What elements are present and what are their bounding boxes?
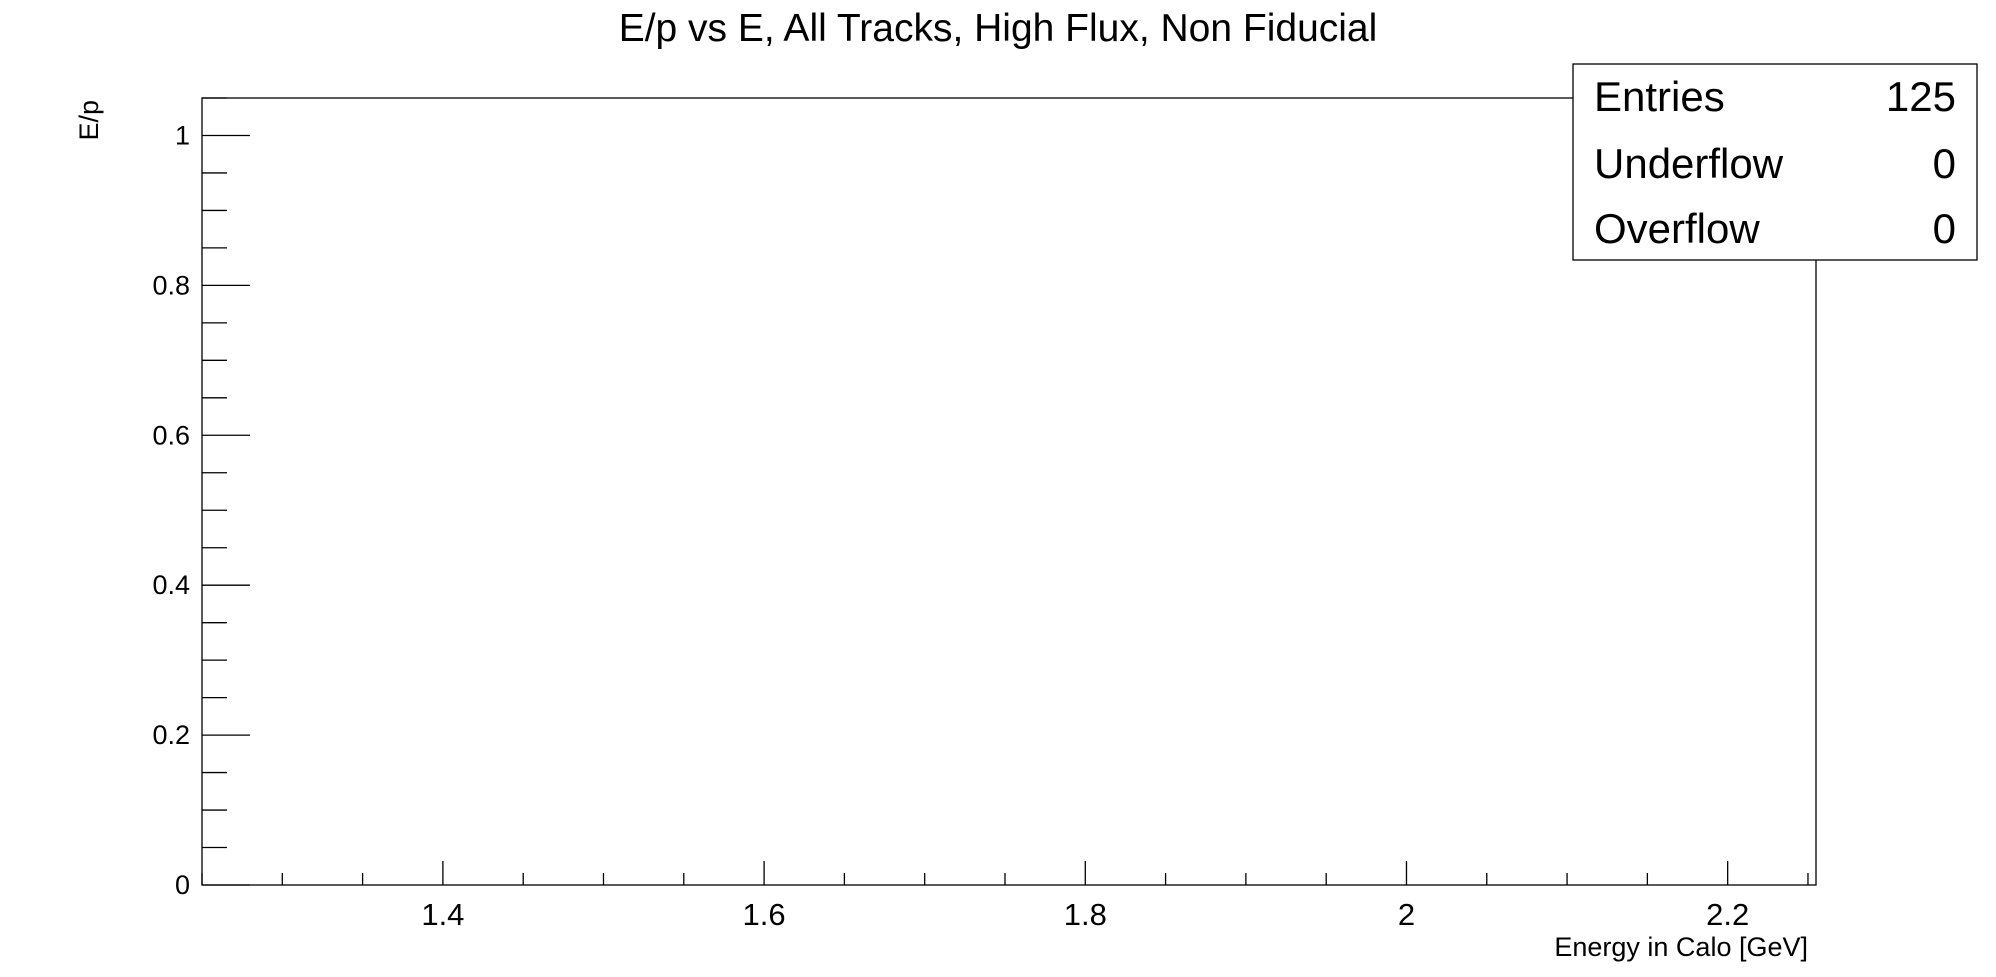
y-tick-label: 1 bbox=[175, 120, 190, 150]
chart-title: E/p vs E, All Tracks, High Flux, Non Fid… bbox=[619, 7, 1378, 50]
y-axis-label: E/p bbox=[74, 100, 104, 141]
x-tick-label: 1.8 bbox=[1064, 897, 1107, 932]
y-tick-label: 0.2 bbox=[152, 720, 190, 750]
stats-underflow-label: Underflow bbox=[1594, 140, 1784, 187]
plot-frame bbox=[201, 97, 1817, 886]
x-axis-label: Energy in Calo [GeV] bbox=[1554, 932, 1808, 962]
stats-underflow-value: 0 bbox=[1933, 140, 1956, 187]
x-tick-label: 2 bbox=[1398, 897, 1415, 932]
stats-overflow-label: Overflow bbox=[1594, 205, 1760, 252]
y-axis-ticks: 0 0.2 0.4 0.6 0.8 1 bbox=[152, 97, 250, 900]
x-axis-ticks: 1.4 1.6 1.8 2 2.2 bbox=[201, 861, 1809, 932]
stats-overflow-value: 0 bbox=[1933, 205, 1956, 252]
stats-box-frame bbox=[1572, 63, 1978, 261]
stats-entries-label: Entries bbox=[1594, 73, 1725, 120]
x-tick-label: 1.6 bbox=[743, 897, 786, 932]
y-tick-label: 0.4 bbox=[152, 570, 190, 600]
x-tick-label: 1.4 bbox=[421, 897, 464, 932]
x-tick-label: 2.2 bbox=[1706, 897, 1749, 932]
stats-box: Entries 125 Underflow 0 Overflow 0 bbox=[1572, 63, 1978, 261]
y-tick-label: 0.8 bbox=[152, 270, 190, 300]
y-tick-label: 0.6 bbox=[152, 420, 190, 450]
stats-entries-value: 125 bbox=[1886, 73, 1956, 120]
y-tick-label: 0 bbox=[175, 870, 190, 900]
